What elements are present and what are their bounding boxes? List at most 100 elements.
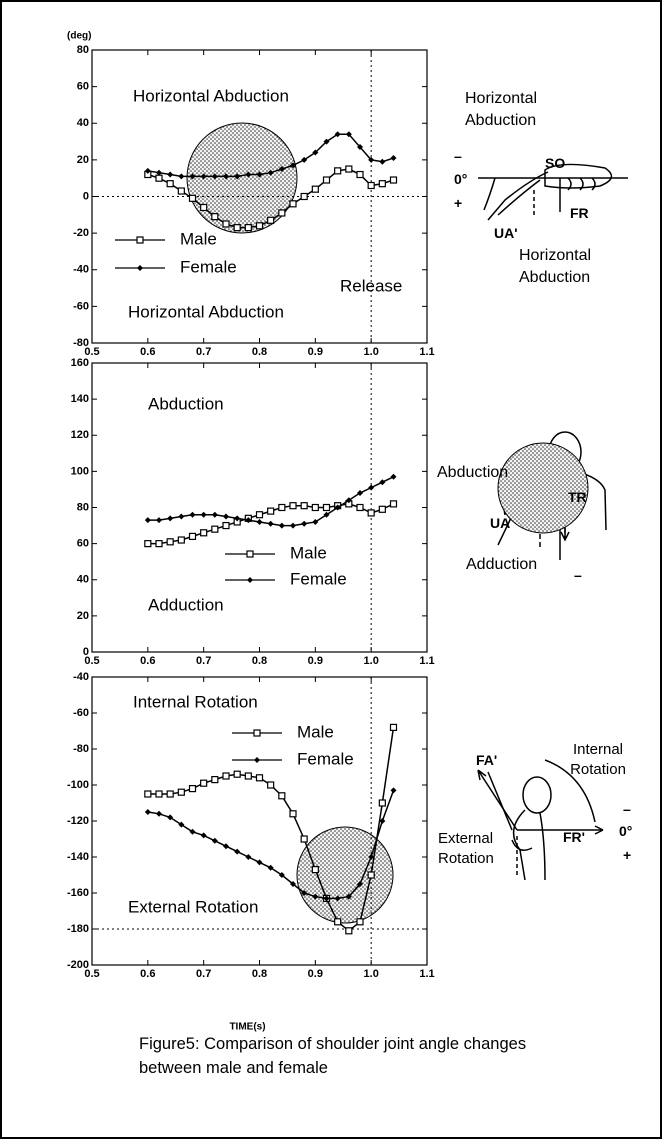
marker-square <box>268 782 274 788</box>
marker-square <box>290 503 296 509</box>
x-tick-label: 1.0 <box>364 968 379 980</box>
marker-square <box>279 793 285 799</box>
marker-square <box>257 512 263 518</box>
marker-square <box>178 188 184 194</box>
diagram-label: FA' <box>476 749 497 771</box>
y-tick-label: 20 <box>77 610 89 622</box>
marker-square <box>245 225 251 231</box>
annotation: Horizontal Abduction <box>128 302 284 321</box>
marker-square <box>167 791 173 797</box>
x-tick-label: 0.7 <box>196 346 211 358</box>
marker-square <box>234 225 240 231</box>
marker-square <box>201 204 207 210</box>
diagram-label: 0° <box>454 168 467 190</box>
diagram-label: – <box>574 564 582 586</box>
x-tick-label: 0.6 <box>140 655 155 667</box>
diagram-label: Horizontal Abduction <box>465 88 565 132</box>
x-tick-label: 0.6 <box>140 346 155 358</box>
marker-diamond <box>178 514 184 520</box>
marker-square <box>290 201 296 207</box>
marker-square <box>167 181 173 187</box>
marker-square <box>201 530 207 536</box>
marker-square <box>335 168 341 174</box>
marker-diamond <box>167 172 173 178</box>
y-tick-label: -180 <box>67 923 89 935</box>
y-tick-label: -40 <box>73 671 89 683</box>
marker-square <box>268 217 274 223</box>
y-tick-label: 160 <box>71 357 89 369</box>
marker-square <box>190 786 196 792</box>
marker-square <box>312 867 318 873</box>
marker-square <box>190 195 196 201</box>
y-tick-label: 0 <box>83 190 89 202</box>
marker-diamond <box>279 523 285 529</box>
marker-square <box>346 166 352 172</box>
diagram-label: UA <box>490 512 510 534</box>
marker-diamond <box>257 519 263 525</box>
diagram-label: – <box>454 145 462 167</box>
marker-diamond <box>190 512 196 518</box>
marker-square <box>234 771 240 777</box>
marker-square <box>301 836 307 842</box>
marker-diamond <box>379 159 385 165</box>
marker-diamond <box>137 265 143 271</box>
marker-diamond <box>223 514 229 520</box>
marker-diamond <box>379 479 385 485</box>
marker-square <box>391 501 397 507</box>
marker-diamond <box>391 155 397 161</box>
marker-diamond <box>254 757 260 763</box>
marker-diamond <box>290 523 296 529</box>
marker-diamond <box>257 859 263 865</box>
marker-square <box>145 541 151 547</box>
marker-square <box>346 928 352 934</box>
y-tick-label: 100 <box>71 465 89 477</box>
marker-square <box>290 811 296 817</box>
marker-diamond <box>234 849 240 855</box>
marker-diamond <box>145 517 151 523</box>
y-tick-label: 60 <box>77 81 89 93</box>
marker-square <box>324 505 330 511</box>
marker-square <box>368 510 374 516</box>
y-tick-label: 40 <box>77 574 89 586</box>
y-tick-label: -160 <box>67 887 89 899</box>
y-tick-label: 60 <box>77 538 89 550</box>
x-tick-label: 0.8 <box>252 968 267 980</box>
diagram-label: – <box>623 798 631 820</box>
highlight-circle <box>297 827 393 923</box>
marker-square <box>379 506 385 512</box>
marker-square <box>257 775 263 781</box>
y-tick-label: 140 <box>71 393 89 405</box>
diagram-label: UA' <box>494 222 518 244</box>
marker-square <box>301 194 307 200</box>
marker-square <box>357 919 363 925</box>
y-tick-label: -20 <box>73 227 89 239</box>
y-tick-label: 20 <box>77 154 89 166</box>
y-tick-label: -100 <box>67 779 89 791</box>
marker-square <box>254 730 260 736</box>
x-tick-label: 0.5 <box>84 655 99 667</box>
marker-diamond <box>212 838 218 844</box>
marker-square <box>368 872 374 878</box>
marker-diamond <box>201 512 207 518</box>
y-tick-label: -40 <box>73 264 89 276</box>
marker-square <box>391 177 397 183</box>
y-tick-label: -60 <box>73 707 89 719</box>
diagram-label: 0° <box>619 820 632 842</box>
marker-square <box>212 526 218 532</box>
diagram-label: Horizontal Abduction <box>519 245 629 289</box>
y-tick-label: 120 <box>71 429 89 441</box>
diagram-label: FR' <box>563 826 585 848</box>
x-tick-label: 0.8 <box>252 346 267 358</box>
marker-square <box>223 773 229 779</box>
marker-diamond <box>391 787 397 793</box>
y-tick-label: -140 <box>67 851 89 863</box>
diagram-label: TR <box>568 486 587 508</box>
annotation: External Rotation <box>128 897 258 916</box>
marker-square <box>357 172 363 178</box>
marker-square <box>247 551 253 557</box>
diagram-label: SO <box>545 152 565 174</box>
marker-square <box>257 223 263 229</box>
x-tick-label: 1.1 <box>419 968 434 980</box>
plot-frame <box>92 677 427 965</box>
marker-square <box>223 221 229 227</box>
